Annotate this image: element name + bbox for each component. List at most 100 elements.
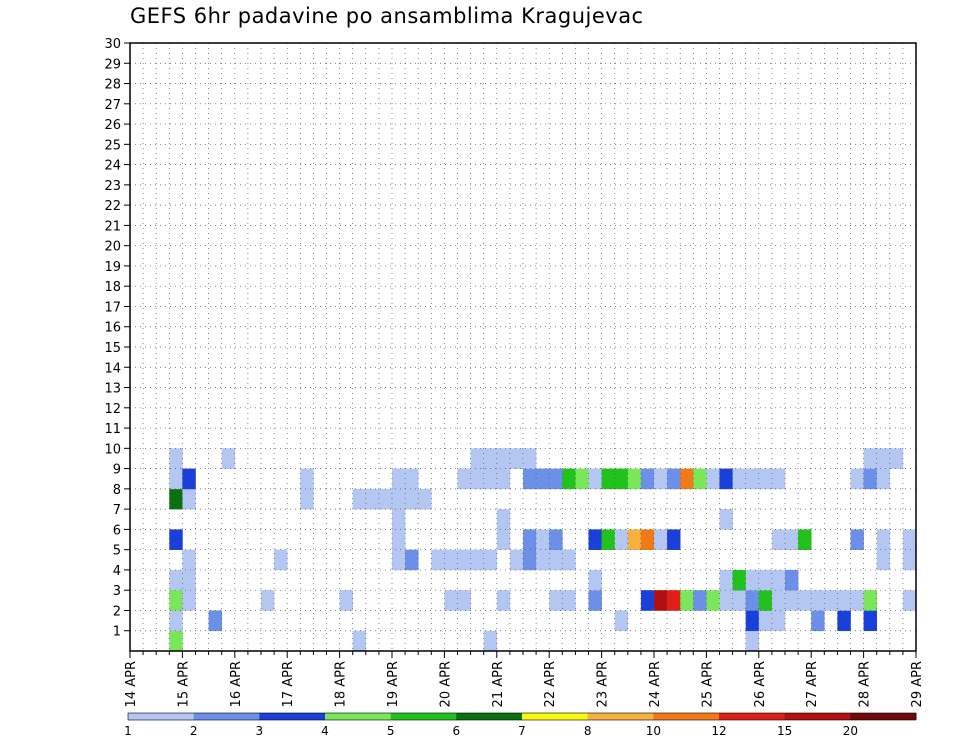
heatmap-cell xyxy=(745,590,760,611)
x-tick-label: 24 APR xyxy=(648,661,663,707)
heatmap-cell xyxy=(785,529,799,550)
heatmap-cell xyxy=(798,590,812,611)
heatmap-cell xyxy=(771,529,786,550)
heatmap-cell xyxy=(588,590,602,611)
legend-swatch xyxy=(325,713,392,720)
heatmap-cell xyxy=(785,590,799,611)
axes: 1234567891011121314151617181920212223242… xyxy=(104,37,925,707)
heatmap-cell xyxy=(863,610,877,632)
y-tick-label: 22 xyxy=(104,199,121,214)
heatmap-cell xyxy=(509,549,524,571)
heatmap-cell xyxy=(719,569,733,591)
heatmap-cell xyxy=(758,468,773,490)
legend-label: 4 xyxy=(321,724,329,738)
x-tick-label: 22 APR xyxy=(543,661,558,707)
y-tick-label: 15 xyxy=(104,341,121,356)
y-tick-label: 5 xyxy=(113,544,121,559)
heatmap-cell xyxy=(654,590,668,611)
legend-label: 5 xyxy=(387,724,395,738)
legend-swatch xyxy=(390,713,457,720)
legend-swatch xyxy=(719,713,786,720)
heatmap-cell xyxy=(850,590,864,611)
heatmap-cell xyxy=(889,448,904,469)
heatmap-cell xyxy=(470,549,484,571)
heatmap-cell xyxy=(444,590,458,611)
heatmap-cell xyxy=(771,569,786,591)
x-tick-label: 23 APR xyxy=(596,661,611,707)
heatmap-cell xyxy=(758,610,773,632)
heatmap-cell xyxy=(496,509,511,530)
heatmap-cell xyxy=(169,569,183,591)
heatmap-cell xyxy=(182,488,196,510)
y-tick-label: 4 xyxy=(113,564,121,579)
y-tick-label: 29 xyxy=(104,57,121,72)
heatmap-cell xyxy=(719,509,733,530)
legend-label: 20 xyxy=(843,724,858,738)
legend-swatch xyxy=(259,713,326,720)
heatmap-cell xyxy=(732,590,746,611)
heatmap-cell xyxy=(627,468,642,490)
heatmap-cell xyxy=(182,569,196,591)
heatmap-cell xyxy=(169,610,183,632)
heatmap-cell xyxy=(876,468,891,490)
heatmap-cell xyxy=(640,468,655,490)
legend-swatch xyxy=(128,713,195,720)
heatmap-cell xyxy=(392,509,406,530)
legend-swatch xyxy=(456,713,523,720)
heatmap-cell xyxy=(300,488,314,510)
heatmap-cell xyxy=(496,590,511,611)
y-tick-label: 28 xyxy=(104,78,121,93)
heatmap-cell xyxy=(523,468,537,490)
heatmap-cell xyxy=(863,448,877,469)
heatmap-cell xyxy=(365,488,380,510)
heatmap-cell xyxy=(601,468,615,490)
heatmap-cell xyxy=(339,590,353,611)
heatmap-cell xyxy=(182,468,196,490)
heatmap-cell xyxy=(588,468,602,490)
legend-label: 6 xyxy=(453,724,461,738)
heatmap-cell xyxy=(169,529,183,550)
y-tick-label: 30 xyxy=(104,37,121,52)
heatmap-cell xyxy=(274,549,288,571)
heatmap-cell xyxy=(523,448,537,469)
y-tick-label: 16 xyxy=(104,321,121,336)
legend-swatch xyxy=(653,713,720,720)
heatmap-cell xyxy=(732,468,746,490)
x-tick-label: 19 APR xyxy=(386,661,401,707)
heatmap-cell xyxy=(536,529,550,550)
heatmap-cell xyxy=(640,590,655,611)
heatmap-cell xyxy=(496,468,511,490)
heatmap-cell xyxy=(876,529,891,550)
x-tick-label: 17 APR xyxy=(281,661,296,707)
heatmap-cell xyxy=(405,468,419,490)
heatmap-cell xyxy=(745,569,760,591)
heatmap-cell xyxy=(680,590,694,611)
heatmap-cell xyxy=(575,468,589,490)
heatmap-cell xyxy=(876,549,891,571)
heatmap-cell xyxy=(732,569,746,591)
heatmap-cell xyxy=(523,549,537,571)
y-tick-label: 23 xyxy=(104,179,121,194)
heatmap-cell xyxy=(719,468,733,490)
heatmap-cell xyxy=(811,590,825,611)
heatmap-cell xyxy=(457,549,471,571)
heatmap-cell xyxy=(614,610,629,632)
y-tick-label: 14 xyxy=(104,361,121,376)
chart-title: GEFS 6hr padavine po ansamblima Kragujev… xyxy=(130,4,644,28)
heatmap-cell xyxy=(169,468,183,490)
x-tick-label: 16 APR xyxy=(229,661,244,707)
y-tick-label: 9 xyxy=(113,463,121,478)
heatmap-cell xyxy=(536,468,550,490)
heatmap-cell xyxy=(588,529,602,550)
x-tick-label: 15 APR xyxy=(176,661,191,707)
heatmap-cell xyxy=(392,468,406,490)
heatmap-cell xyxy=(837,590,851,611)
heatmap-cell xyxy=(706,468,720,490)
heatmap-cell xyxy=(850,529,864,550)
heatmap-cell xyxy=(562,590,576,611)
heatmap-cell xyxy=(850,468,864,490)
legend-label: 1 xyxy=(124,724,132,738)
y-tick-label: 26 xyxy=(104,118,121,133)
heatmap-cell xyxy=(667,529,681,550)
